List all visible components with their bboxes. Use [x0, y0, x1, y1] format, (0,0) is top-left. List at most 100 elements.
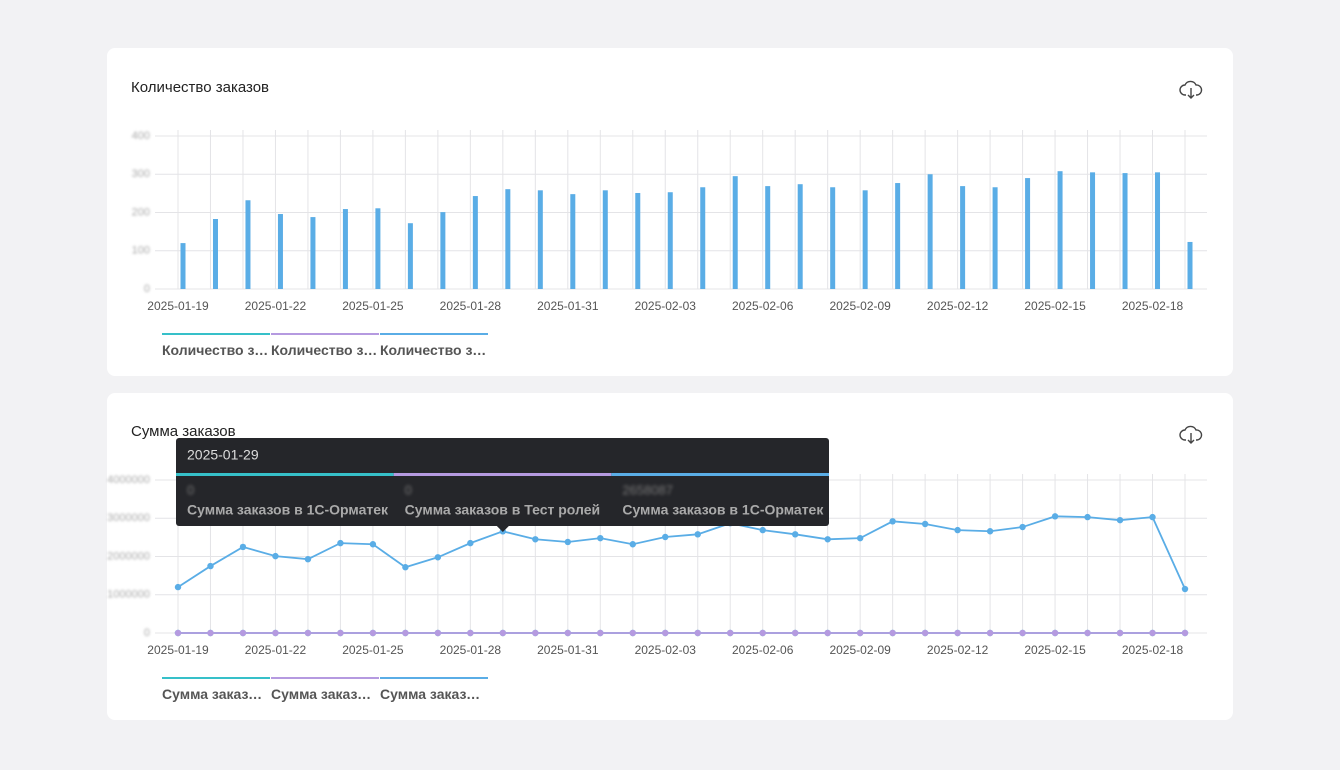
y-tick-label: 400	[132, 130, 150, 142]
legend-item[interactable]: Сумма заказов в 1С-Орматек	[162, 686, 270, 702]
point	[467, 539, 474, 547]
x-tick-label: 2025-01-28	[440, 299, 502, 313]
point	[174, 629, 182, 637]
tooltip-value: 0	[187, 482, 194, 497]
tooltip-swatch	[393, 473, 612, 476]
bar	[667, 192, 673, 289]
legend-swatch	[271, 677, 379, 679]
legend-swatch	[162, 677, 270, 679]
point	[597, 534, 604, 542]
legend-item[interactable]: Количество за…	[162, 342, 270, 358]
tooltip: 2025-01-29 0 Сумма заказов в 1С-Орматек 0 Су…	[176, 438, 829, 532]
bar	[180, 243, 186, 289]
bar	[277, 214, 283, 289]
point	[532, 629, 539, 637]
point	[1019, 629, 1026, 637]
point	[954, 526, 961, 534]
point	[791, 531, 799, 538]
legend-swatch	[162, 333, 270, 335]
tooltip-title: 2025-01-29	[187, 447, 259, 463]
legend-item[interactable]: Сумма заказов в Тест ролей	[271, 686, 379, 702]
point	[402, 564, 409, 571]
y-tick-label: 4000000	[107, 474, 150, 486]
point	[174, 583, 182, 591]
bar	[797, 184, 803, 289]
x-tick-label: 2025-01-31	[537, 299, 599, 313]
point	[369, 541, 377, 548]
point	[1019, 523, 1026, 531]
point	[564, 538, 572, 546]
bar	[1057, 171, 1063, 289]
x-tick-label: 2025-01-22	[245, 643, 307, 657]
x-tick-label: 2025-01-19	[147, 643, 209, 657]
x-tick-label: 2025-02-03	[635, 643, 697, 657]
point	[889, 518, 896, 525]
point	[337, 629, 344, 637]
legend-item[interactable]: Количество за…	[380, 342, 488, 358]
x-tick-label: 2025-01-25	[342, 299, 404, 313]
point	[1084, 513, 1091, 521]
bar	[635, 192, 641, 289]
point	[239, 629, 247, 637]
legend-item[interactable]: Сумма заказов в 1С-Орматек	[380, 686, 488, 702]
point	[532, 536, 539, 543]
point	[954, 629, 961, 637]
tooltip-value: 2658087	[622, 482, 673, 497]
point	[304, 629, 312, 637]
point	[597, 629, 604, 637]
point	[369, 629, 377, 637]
bar	[602, 190, 608, 289]
bar	[440, 212, 446, 289]
point	[304, 555, 312, 563]
point	[662, 629, 669, 637]
legend-swatch	[380, 677, 488, 679]
y-tick-label: 0	[144, 283, 150, 295]
point	[337, 539, 344, 547]
point	[1181, 585, 1189, 593]
point	[499, 629, 507, 637]
point	[824, 629, 831, 637]
tooltip-label: Сумма заказов в 1С-Орматек	[622, 502, 824, 518]
point	[629, 629, 636, 637]
bar	[862, 190, 868, 289]
x-tick-label: 2025-01-28	[440, 643, 502, 657]
bar	[960, 186, 966, 289]
x-tick-label: 2025-01-25	[342, 643, 404, 657]
bar	[407, 223, 413, 289]
point	[986, 528, 994, 535]
bar	[1122, 173, 1128, 289]
bar	[732, 176, 738, 289]
bar	[992, 187, 998, 289]
point	[1084, 629, 1091, 637]
point	[402, 629, 409, 637]
point	[856, 534, 864, 542]
bar	[537, 190, 543, 289]
bar	[342, 209, 348, 289]
point	[207, 629, 214, 637]
y-tick-label: 1000000	[107, 589, 150, 601]
point	[1149, 629, 1156, 637]
bar	[245, 200, 251, 289]
bar	[212, 219, 218, 289]
point	[434, 554, 442, 561]
y-tick-label: 2000000	[107, 550, 150, 562]
legend-item[interactable]: Количество за…	[271, 342, 379, 358]
tooltip-label: Сумма заказов в Тест ролей	[405, 502, 600, 518]
x-tick-label: 2025-02-03	[635, 299, 697, 313]
x-tick-label: 2025-01-19	[147, 299, 209, 313]
y-tick-label: 0	[144, 627, 150, 639]
download-icon[interactable]	[1179, 80, 1203, 99]
download-icon[interactable]	[1179, 425, 1203, 444]
point	[759, 629, 766, 637]
bar	[570, 194, 576, 289]
point	[1149, 513, 1156, 521]
point	[207, 562, 214, 570]
legend-swatch	[271, 333, 379, 335]
x-tick-label: 2025-02-18	[1122, 299, 1184, 313]
bar	[505, 189, 511, 289]
point	[1116, 629, 1124, 637]
line	[177, 515, 1186, 590]
chart-title: Сумма заказов	[131, 423, 236, 440]
